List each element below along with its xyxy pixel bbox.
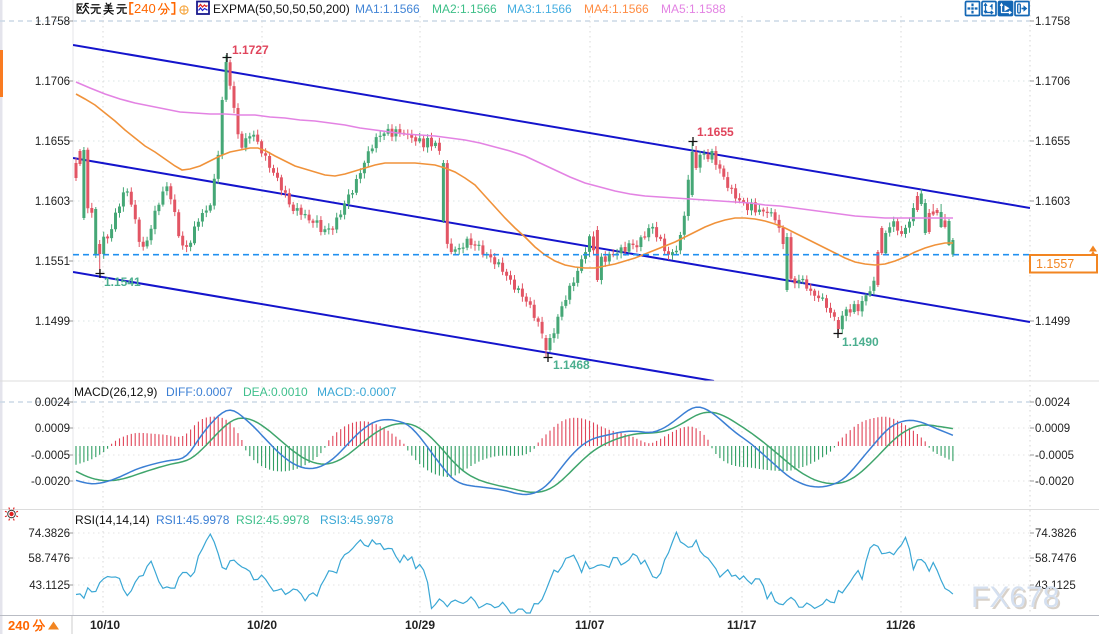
svg-text:10/10: 10/10 xyxy=(90,618,120,632)
svg-text:MA1:1.1566: MA1:1.1566 xyxy=(355,2,420,16)
svg-text:0.0024: 0.0024 xyxy=(1035,397,1071,409)
svg-text:74.3826: 74.3826 xyxy=(1035,528,1077,540)
svg-text:1.1706: 1.1706 xyxy=(35,76,70,88)
svg-text:1.1499: 1.1499 xyxy=(1035,316,1070,328)
svg-text:RSI(14,14,14): RSI(14,14,14) xyxy=(75,513,150,527)
svg-text:58.7476: 58.7476 xyxy=(28,553,70,565)
svg-text:1.1655: 1.1655 xyxy=(1035,136,1070,148)
svg-text:EXPMA(50,50,50,50,200): EXPMA(50,50,50,50,200) xyxy=(213,2,350,16)
svg-text:11/17: 11/17 xyxy=(727,618,757,632)
svg-text:-0.0005: -0.0005 xyxy=(1035,450,1074,462)
svg-text:-0.0020: -0.0020 xyxy=(1035,476,1074,488)
svg-text:MACD(26,12,9): MACD(26,12,9) xyxy=(74,385,157,399)
svg-text:MA5:1.1588: MA5:1.1588 xyxy=(661,2,726,16)
svg-text:1.1706: 1.1706 xyxy=(1035,76,1070,88)
svg-text:43.1125: 43.1125 xyxy=(29,580,70,592)
svg-text:43.1125: 43.1125 xyxy=(1035,580,1076,592)
svg-text:RSI3:45.9978: RSI3:45.9978 xyxy=(320,513,394,527)
svg-text:1.1655: 1.1655 xyxy=(35,136,70,148)
svg-text:58.7476: 58.7476 xyxy=(1035,553,1077,565)
svg-text:-0.0020: -0.0020 xyxy=(31,476,70,488)
svg-text:74.3826: 74.3826 xyxy=(28,528,70,540)
svg-text:FX678: FX678 xyxy=(973,583,1061,616)
svg-text:11/26: 11/26 xyxy=(886,618,916,632)
svg-text:1.1758: 1.1758 xyxy=(1035,16,1070,28)
svg-text:11/07: 11/07 xyxy=(575,618,605,632)
svg-text:1.1490: 1.1490 xyxy=(842,335,879,349)
svg-text:1.1603: 1.1603 xyxy=(35,196,70,208)
svg-text:1.1655: 1.1655 xyxy=(697,125,734,139)
svg-text:0.0009: 0.0009 xyxy=(35,423,70,435)
svg-text:1.1551: 1.1551 xyxy=(35,256,70,268)
svg-text:1.1603: 1.1603 xyxy=(1035,196,1070,208)
svg-text:1.1499: 1.1499 xyxy=(35,316,70,328)
svg-text:240: 240 xyxy=(8,618,30,633)
svg-text:240: 240 xyxy=(134,1,156,16)
svg-text:0.0009: 0.0009 xyxy=(1035,423,1070,435)
svg-text:1.1758: 1.1758 xyxy=(35,16,70,28)
svg-text:RSI2:45.9978: RSI2:45.9978 xyxy=(236,513,310,527)
svg-text:DIFF:0.0007: DIFF:0.0007 xyxy=(166,385,233,399)
svg-text:0.0024: 0.0024 xyxy=(35,397,71,409)
svg-text:1.1541: 1.1541 xyxy=(104,275,141,289)
svg-text:1.1727: 1.1727 xyxy=(232,43,269,57)
svg-text:1.1468: 1.1468 xyxy=(553,358,590,372)
svg-text:MA2:1.1566: MA2:1.1566 xyxy=(432,2,497,16)
svg-text:MA3:1.1566: MA3:1.1566 xyxy=(507,2,572,16)
svg-text:10/20: 10/20 xyxy=(247,618,277,632)
svg-text:DEA:0.0010: DEA:0.0010 xyxy=(243,385,308,399)
svg-text:-0.0005: -0.0005 xyxy=(31,450,70,462)
svg-text:FX678: FX678 xyxy=(971,581,1059,614)
svg-text:MACD:-0.0007: MACD:-0.0007 xyxy=(317,385,397,399)
svg-text:RSI1:45.9978: RSI1:45.9978 xyxy=(156,513,230,527)
svg-text:10/29: 10/29 xyxy=(405,618,435,632)
svg-text:MA4:1.1566: MA4:1.1566 xyxy=(584,2,649,16)
svg-text:1.1557: 1.1557 xyxy=(1036,257,1074,271)
